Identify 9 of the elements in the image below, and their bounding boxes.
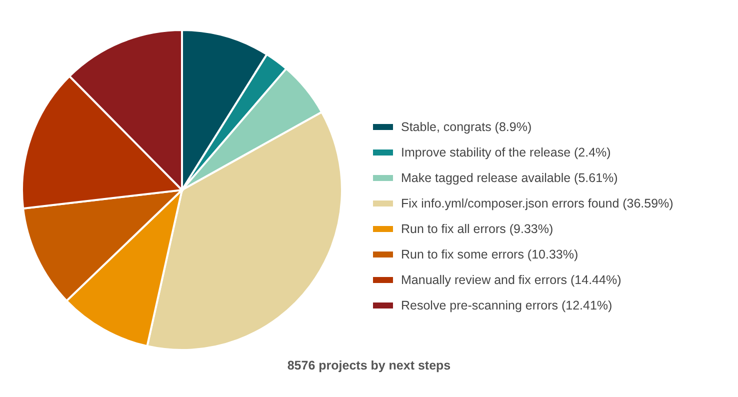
legend-label: Run to fix some errors (10.33%) xyxy=(401,248,578,262)
legend-label: Resolve pre-scanning errors (12.41%) xyxy=(401,298,612,312)
text: 8576 projects by next steps xyxy=(287,358,451,372)
legend-label: Make tagged release available (5.61%) xyxy=(401,171,618,185)
legend-label: Manually review and fix errors (14.44%) xyxy=(401,273,622,287)
legend-label: Improve stability of the release (2.4%) xyxy=(401,146,611,160)
legend-label: Fix info.yml/composer.json errors found (36.59%) xyxy=(401,196,674,210)
legend-label: Stable, congrats (8.9%) xyxy=(401,120,532,134)
legend-label: Run to fix all errors (9.33%) xyxy=(401,222,554,236)
